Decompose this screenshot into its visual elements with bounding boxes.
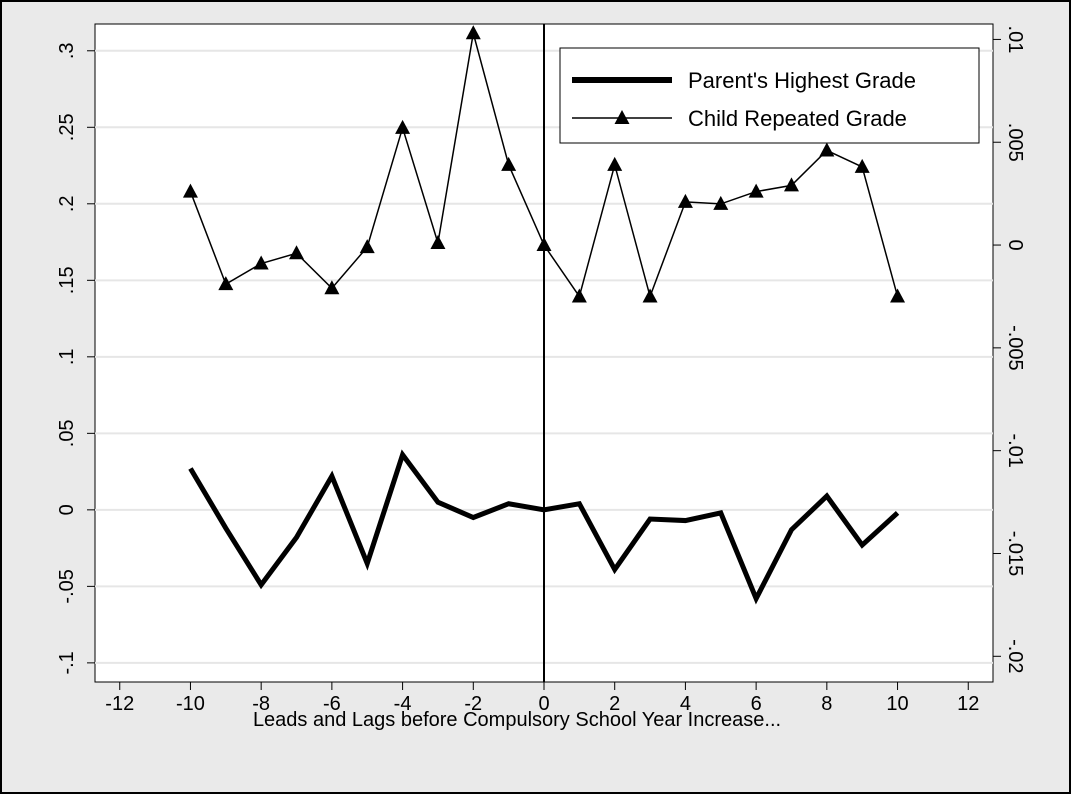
legend-triangle-marker-icon bbox=[614, 110, 630, 124]
x-tick-label: 8 bbox=[821, 693, 832, 715]
data-point-child-repeated-grade bbox=[324, 280, 340, 295]
data-point-child-repeated-grade bbox=[289, 245, 305, 260]
y-left-tick-label: .1 bbox=[56, 348, 78, 365]
y-right-tick-label: 0 bbox=[1004, 239, 1026, 250]
data-point-child-repeated-grade bbox=[819, 142, 835, 157]
x-tick-label: -8 bbox=[252, 693, 270, 715]
legend-label-child-repeated-grade: Child Repeated Grade bbox=[688, 106, 907, 131]
y-left-tick-label: 0 bbox=[56, 504, 78, 515]
y-right-tick-label: -.01 bbox=[1004, 433, 1026, 467]
data-point-child-repeated-grade bbox=[748, 183, 764, 198]
x-tick-label: 4 bbox=[680, 693, 691, 715]
legend-label-parents-highest-grade: Parent's Highest Grade bbox=[688, 68, 916, 93]
legend: Parent's Highest Grade Child Repeated Gr… bbox=[559, 47, 980, 144]
x-tick-label: -12 bbox=[105, 693, 134, 715]
data-point-child-repeated-grade bbox=[713, 195, 729, 210]
data-point-child-repeated-grade bbox=[536, 237, 552, 252]
data-point-child-repeated-grade bbox=[501, 156, 517, 171]
data-point-child-repeated-grade bbox=[430, 234, 446, 249]
data-point-child-repeated-grade bbox=[890, 288, 906, 303]
y-left-tick-label: -.05 bbox=[56, 569, 78, 603]
data-point-child-repeated-grade bbox=[677, 193, 693, 208]
x-tick-label: -4 bbox=[394, 693, 412, 715]
y-right-tick-label: -.015 bbox=[1004, 531, 1026, 577]
y-left-tick-label: .2 bbox=[56, 195, 78, 212]
data-point-child-repeated-grade bbox=[182, 183, 198, 198]
data-point-child-repeated-grade bbox=[465, 25, 481, 40]
x-tick-label: -10 bbox=[176, 693, 205, 715]
y-left-tick-label: -.1 bbox=[56, 651, 78, 674]
data-point-child-repeated-grade bbox=[253, 255, 269, 270]
data-point-child-repeated-grade bbox=[395, 119, 411, 134]
x-axis-title: Leads and Lags before Compulsory School … bbox=[253, 709, 781, 731]
legend-box bbox=[559, 47, 980, 144]
data-point-child-repeated-grade bbox=[642, 288, 658, 303]
y-left-tick-label: .3 bbox=[56, 42, 78, 59]
y-right-tick-label: -.02 bbox=[1004, 639, 1026, 673]
x-tick-label: -6 bbox=[323, 693, 341, 715]
x-tick-label: 6 bbox=[751, 693, 762, 715]
x-tick-label: 2 bbox=[609, 693, 620, 715]
y-right-tick-label: .01 bbox=[1004, 26, 1026, 54]
data-point-child-repeated-grade bbox=[607, 156, 623, 171]
data-point-child-repeated-grade bbox=[359, 239, 375, 254]
y-left-tick-label: .15 bbox=[56, 266, 78, 294]
y-left-tick-label: .25 bbox=[56, 113, 78, 141]
data-point-child-repeated-grade bbox=[854, 158, 870, 173]
x-tick-label: -2 bbox=[464, 693, 482, 715]
data-point-child-repeated-grade bbox=[571, 288, 587, 303]
series-line-parent-s-highest-grade bbox=[188, 449, 900, 605]
x-tick-label: 0 bbox=[538, 693, 549, 715]
axes: -12 -10 -8 -6 -4 -2 0 2 4 6 8 10 12 -.1 -.05 0 .05 .1 .15.… bbox=[56, 26, 1026, 715]
x-tick-label: 10 bbox=[886, 693, 908, 715]
data-point-child-repeated-grade bbox=[783, 177, 799, 192]
series-layer bbox=[182, 25, 906, 605]
y-left-tick-label: .05 bbox=[56, 419, 78, 447]
y-right-tick-label: .005 bbox=[1004, 123, 1026, 162]
data-point-child-repeated-grade bbox=[218, 276, 234, 291]
x-tick-label: 12 bbox=[957, 693, 979, 715]
y-right-tick-label: -.005 bbox=[1004, 325, 1026, 371]
